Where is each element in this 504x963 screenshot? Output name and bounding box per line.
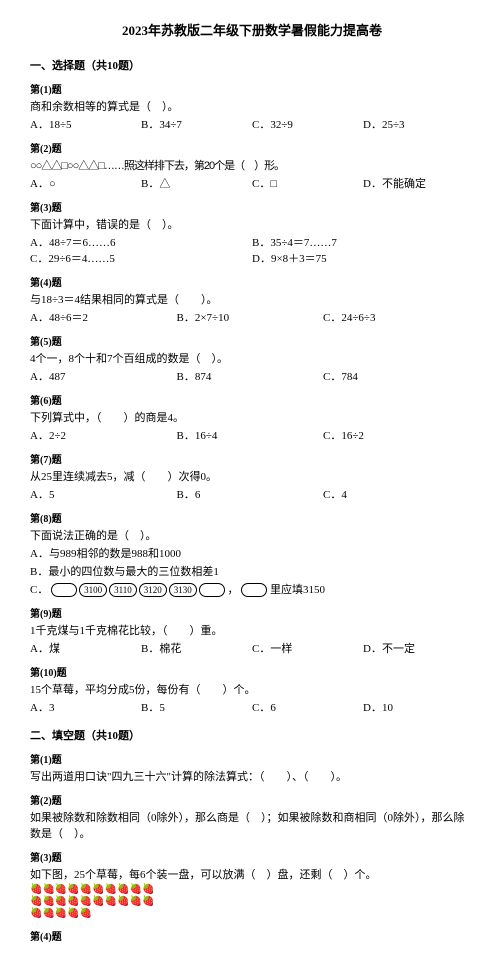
q9-choice-c[interactable]: C．一样: [252, 640, 363, 656]
q1-label: 第(1)题: [30, 81, 474, 96]
q8c-prefix: C．: [30, 584, 48, 596]
fq3-label: 第(3)题: [30, 849, 474, 864]
q5-text: 4个一，8个十和7个百组成的数是（ ）。: [30, 350, 474, 366]
q7-choice-a[interactable]: A．5: [30, 486, 177, 502]
oval-empty-3: [241, 583, 267, 597]
q5-label: 第(5)题: [30, 333, 474, 348]
q2-choice-d[interactable]: D．不能确定: [363, 175, 474, 191]
q5-choice-b[interactable]: B．874: [177, 368, 324, 384]
fq2-label: 第(2)题: [30, 792, 474, 807]
q3-choice-c[interactable]: C．29÷6＝4……5: [30, 250, 252, 266]
q8-label: 第(8)题: [30, 510, 474, 525]
q8c-ovals: 3100 3110 3120 3130: [51, 583, 225, 597]
fq2-text: 如果被除数和除数相同（0除外），那么商是（ ）；如果被除数和商相同（0除外），那…: [30, 809, 474, 841]
oval-empty-2: [199, 583, 225, 597]
q10-choices: A．3 B．5 C．6 D．10: [30, 699, 474, 715]
oval-3130: 3130: [169, 583, 197, 597]
section-1-head: 一、选择题（共10题）: [30, 57, 474, 73]
q8c-suffix: ，: [228, 584, 239, 596]
q4-choice-b[interactable]: B．2×7÷10: [177, 309, 324, 325]
q6-label: 第(6)题: [30, 392, 474, 407]
q7-choice-c[interactable]: C．4: [323, 486, 470, 502]
q4-choice-c[interactable]: C．24÷6÷3: [323, 309, 470, 325]
q6-choice-a[interactable]: A．2÷2: [30, 427, 177, 443]
q9-choice-a[interactable]: A．煤: [30, 640, 141, 656]
q5-choices: A．487 B．874 C．784: [30, 368, 474, 384]
q8-choice-c[interactable]: C． 3100 3110 3120 3130 ， 里应填3150: [30, 581, 474, 597]
q5-choice-c[interactable]: C．784: [323, 368, 470, 384]
fq3-text: 如下图，25个草莓，每6个装一盘，可以放满（ ）盘，还剩（ ）个。: [30, 866, 474, 882]
q4-text: 与18÷3＝4结果相同的算式是（ ）。: [30, 291, 474, 307]
q4-choices: A．48÷6＝2 B．2×7÷10 C．24÷6÷3: [30, 309, 474, 325]
q10-choice-b[interactable]: B．5: [141, 699, 252, 715]
q3-choices: A．48÷7＝6……6 B．35÷4＝7……7 C．29÷6＝4……5 D．9×…: [30, 234, 474, 266]
q8c-end: 里应填3150: [270, 584, 325, 596]
q10-label: 第(10)题: [30, 664, 474, 679]
fq1-label: 第(1)题: [30, 751, 474, 766]
q3-label: 第(3)题: [30, 199, 474, 214]
q3-choice-a[interactable]: A．48÷7＝6……6: [30, 234, 252, 250]
q10-choice-a[interactable]: A．3: [30, 699, 141, 715]
oval-3110: 3110: [109, 583, 137, 597]
q7-label: 第(7)题: [30, 451, 474, 466]
fq4-label: 第(4)题: [30, 928, 474, 943]
q7-choice-b[interactable]: B．6: [177, 486, 324, 502]
strawberry-figure: 🍓🍓🍓🍓🍓🍓🍓🍓🍓🍓 🍓🍓🍓🍓🍓🍓🍓🍓🍓🍓 🍓🍓🍓🍓🍓: [30, 884, 474, 920]
q10-choice-d[interactable]: D．10: [363, 699, 474, 715]
q9-text: 1千克煤与1千克棉花比较，（ ）重。: [30, 622, 474, 638]
q4-label: 第(4)题: [30, 274, 474, 289]
q9-choice-b[interactable]: B．棉花: [141, 640, 252, 656]
q1-choice-a[interactable]: A．18÷5: [30, 116, 141, 132]
q10-text: 15个草莓，平均分成5份，每份有（ ）个。: [30, 681, 474, 697]
q8c-ovals2: [241, 583, 267, 597]
q5-choice-a[interactable]: A．487: [30, 368, 177, 384]
q9-label: 第(9)题: [30, 605, 474, 620]
fq1-text: 写出两道用口诀"四九三十六"计算的除法算式：（ ）、（ ）。: [30, 768, 474, 784]
q6-choice-c[interactable]: C．16÷2: [323, 427, 470, 443]
q4-choice-a[interactable]: A．48÷6＝2: [30, 309, 177, 325]
q9-choices: A．煤 B．棉花 C．一样 D．不一定: [30, 640, 474, 656]
oval-3100: 3100: [79, 583, 107, 597]
q7-choices: A．5 B．6 C．4: [30, 486, 474, 502]
q2-choice-c[interactable]: C．□: [252, 175, 363, 191]
q1-choice-d[interactable]: D．25÷3: [363, 116, 474, 132]
q1-choice-b[interactable]: B．34÷7: [141, 116, 252, 132]
q6-choices: A．2÷2 B．16÷4 C．16÷2: [30, 427, 474, 443]
q2-label: 第(2)题: [30, 140, 474, 155]
q8-choice-a[interactable]: A．与989相邻的数是988和1000: [30, 545, 474, 561]
q2-text: ○○△△□○○△△□……照这样排下去，第20个是（ ）形。: [30, 157, 474, 173]
q8-text: 下面说法正确的是（ ）。: [30, 527, 474, 543]
q1-text: 商和余数相等的算式是（ ）。: [30, 98, 474, 114]
q1-choice-c[interactable]: C．32÷9: [252, 116, 363, 132]
q8-choice-b[interactable]: B．最小的四位数与最大的三位数相差1: [30, 563, 474, 579]
q10-choice-c[interactable]: C．6: [252, 699, 363, 715]
q1-choices: A．18÷5 B．34÷7 C．32÷9 D．25÷3: [30, 116, 474, 132]
page-title: 2023年苏教版二年级下册数学暑假能力提高卷: [30, 20, 474, 39]
q2-choice-a[interactable]: A．○: [30, 175, 141, 191]
q9-choice-d[interactable]: D．不一定: [363, 640, 474, 656]
q3-text: 下面计算中，错误的是（ ）。: [30, 216, 474, 232]
q3-choice-b[interactable]: B．35÷4＝7……7: [252, 234, 474, 250]
q6-text: 下列算式中，（ ）的商是4。: [30, 409, 474, 425]
q7-text: 从25里连续减去5，减（ ）次得0。: [30, 468, 474, 484]
oval-empty-1: [51, 583, 77, 597]
q6-choice-b[interactable]: B．16÷4: [177, 427, 324, 443]
q2-choices: A．○ B．△ C．□ D．不能确定: [30, 175, 474, 191]
q2-choice-b[interactable]: B．△: [141, 175, 252, 191]
oval-3120: 3120: [139, 583, 167, 597]
section-2-head: 二、填空题（共10题）: [30, 727, 474, 743]
q3-choice-d[interactable]: D．9×8＋3＝75: [252, 250, 474, 266]
